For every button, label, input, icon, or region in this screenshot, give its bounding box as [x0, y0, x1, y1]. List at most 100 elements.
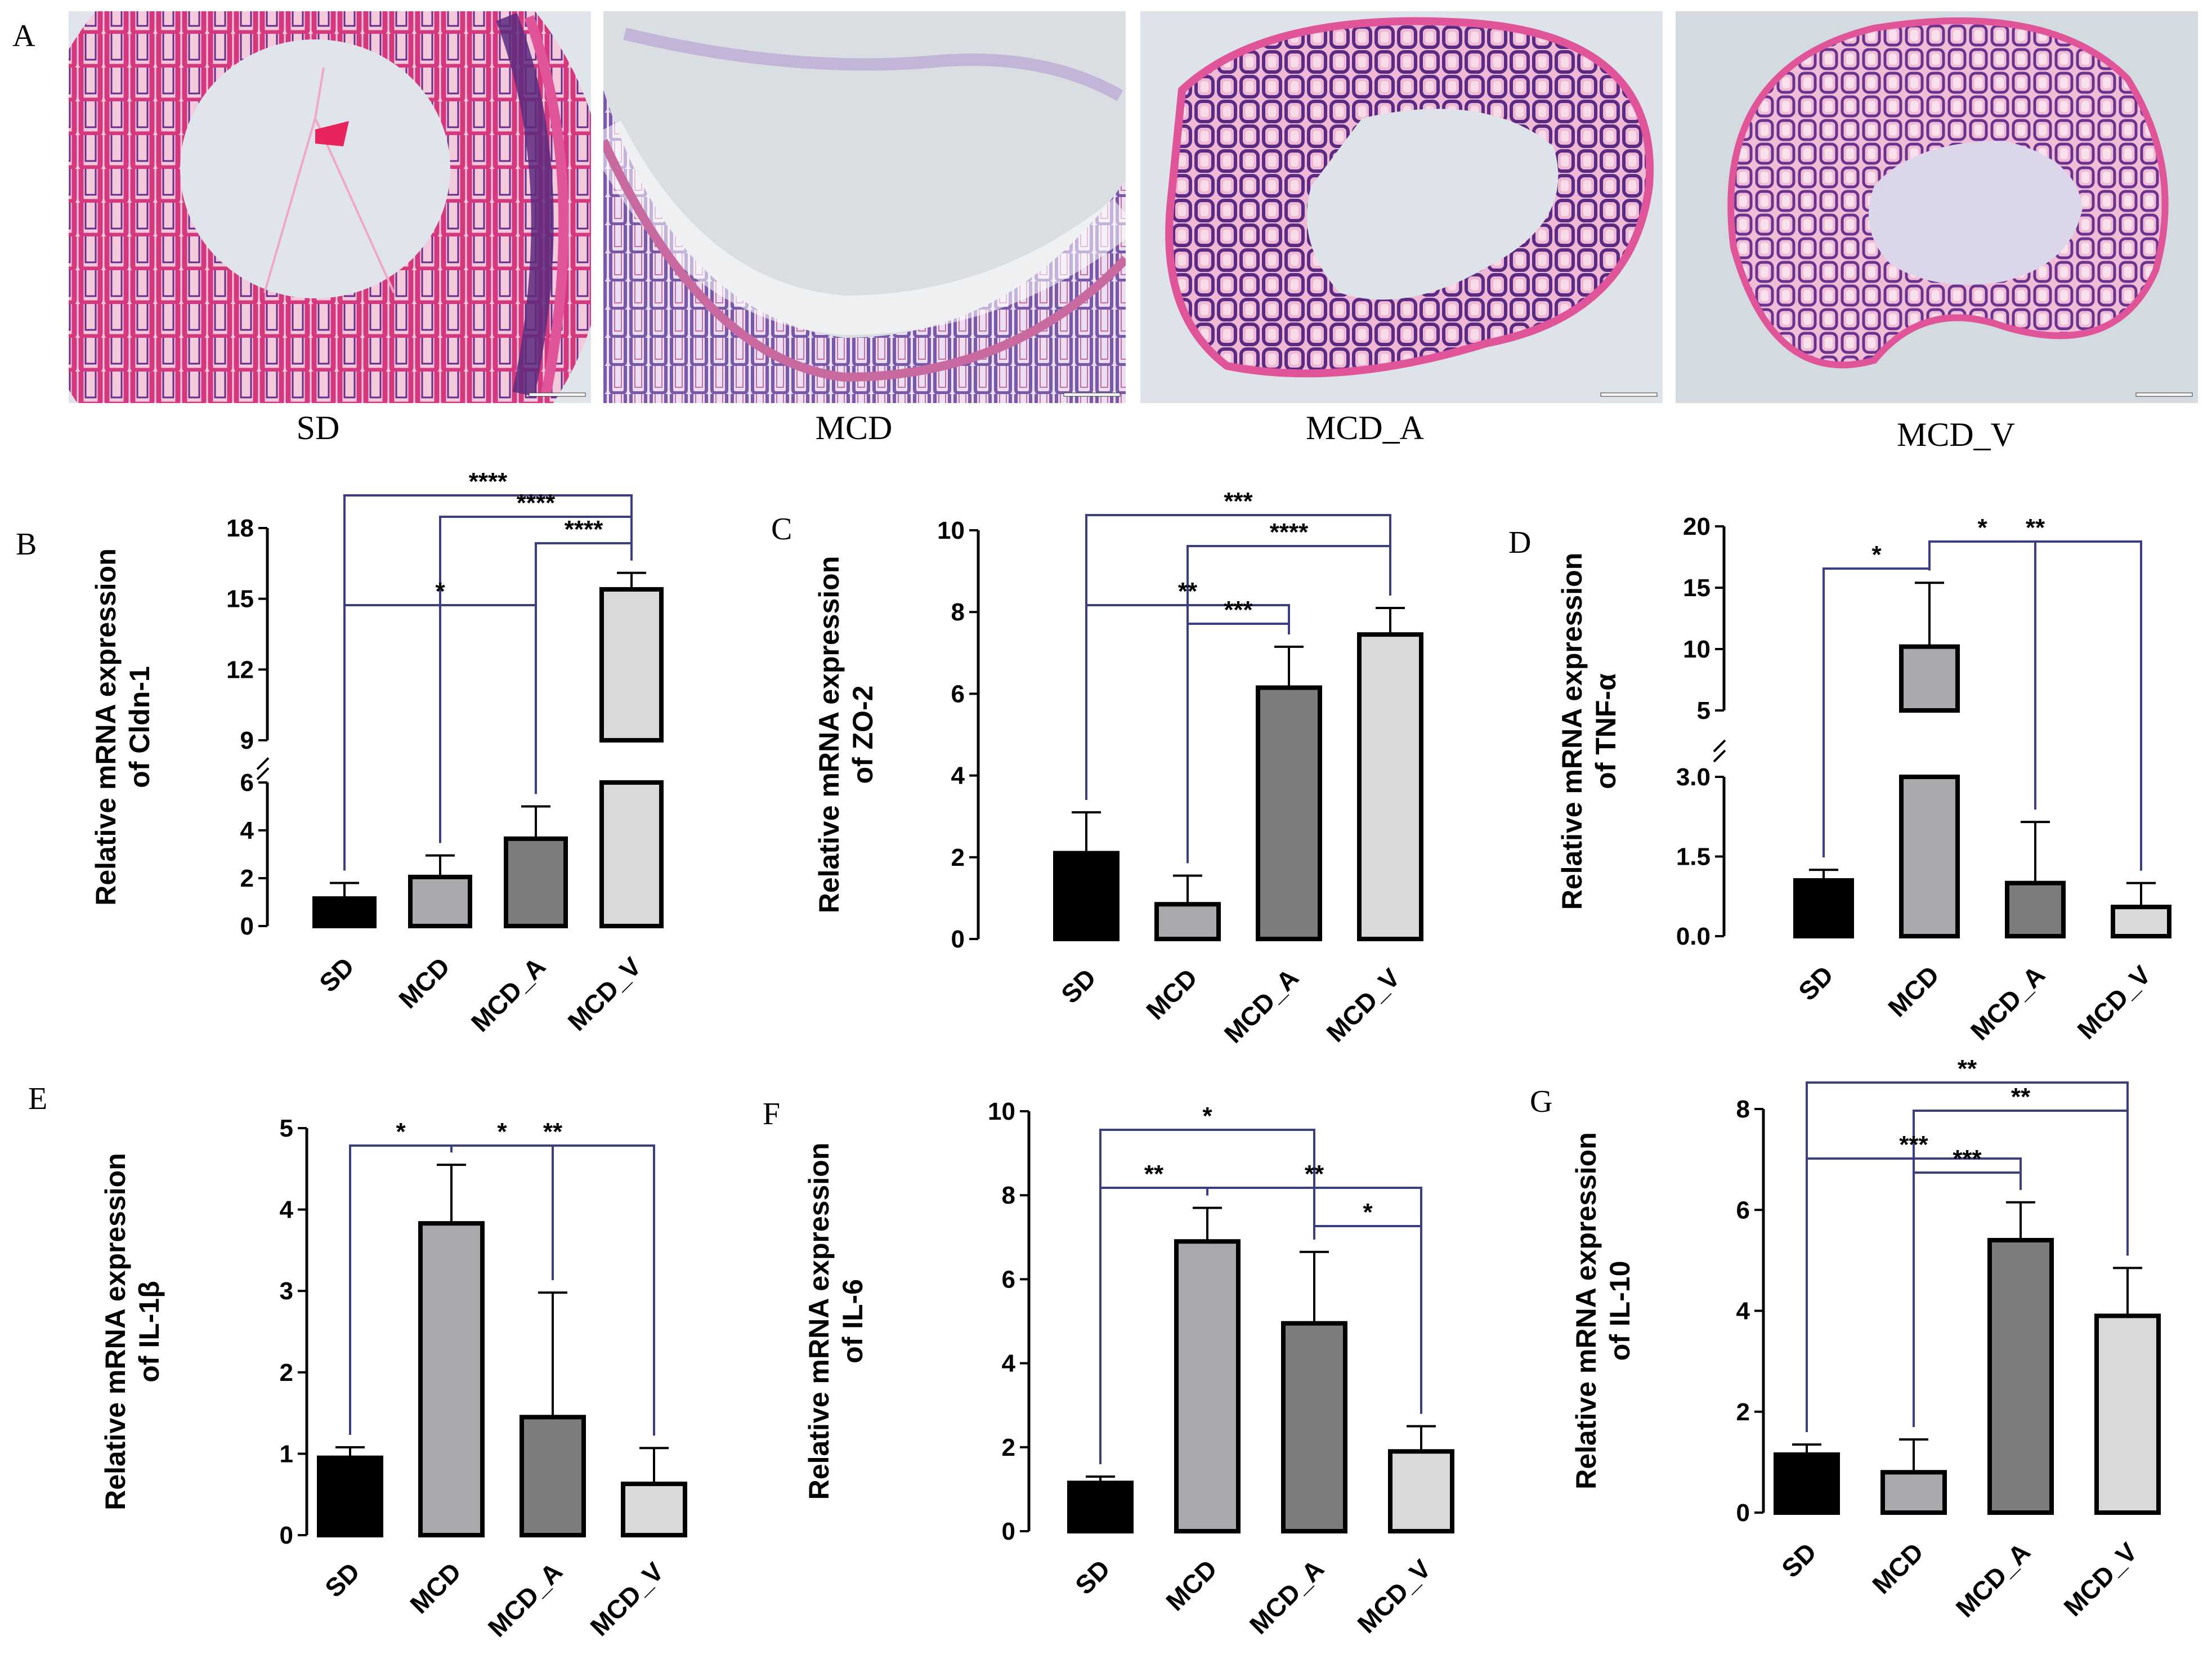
- significance-label: **: [1178, 578, 1198, 605]
- bar: [1880, 1470, 1947, 1515]
- panel-letter-f: F: [763, 1097, 780, 1132]
- y-tick-label: 4: [1002, 1350, 1016, 1378]
- y-tick-label: 4: [951, 762, 965, 790]
- y-tick-label: 5: [1697, 697, 1711, 725]
- x-category-label: SD: [1069, 1554, 1116, 1600]
- x-category-label: MCD: [1160, 1554, 1223, 1616]
- significance-label: ***: [1224, 488, 1253, 515]
- significance-label: ****: [469, 468, 508, 495]
- bar: [317, 1455, 383, 1537]
- image-label-mcd: MCD: [816, 409, 893, 446]
- y-tick-label: 0: [951, 925, 965, 953]
- significance-label: ****: [517, 489, 556, 517]
- bar: [1388, 1449, 1454, 1534]
- chart-il-1b: 0 1 2 3 4 5 Relative mRNA expression of IL-1β SD…: [100, 1115, 687, 1643]
- x-category-label: MCD_A: [1219, 963, 1304, 1048]
- bar: [312, 896, 377, 928]
- significance-label: ***: [1953, 1145, 1982, 1173]
- significance-label: **: [1958, 1055, 1977, 1083]
- axis-break-mark: [1713, 739, 1726, 753]
- bar-break-gap: [1897, 713, 1962, 775]
- y-tick-label: 5: [280, 1115, 293, 1142]
- y-tick-label: 6: [951, 680, 965, 708]
- y-tick-label: 8: [951, 598, 965, 626]
- y-axis-label: Relative mRNA expression: [100, 1153, 131, 1510]
- y-tick-label: 2: [1002, 1434, 1015, 1461]
- x-category-label: MCD_A: [1950, 1537, 2036, 1622]
- significance-label: *: [396, 1118, 406, 1146]
- y-tick-label: 2: [240, 865, 254, 892]
- bar: [504, 836, 568, 928]
- y-axis-label: of TNF-α: [1590, 673, 1622, 789]
- panel-letter-e: E: [28, 1081, 47, 1116]
- y-tick-label: 0: [280, 1522, 293, 1549]
- significance-bracket: [343, 494, 633, 871]
- y-tick-label: 0.0: [1676, 923, 1711, 950]
- chart-il-6: 0 2 4 6 8 10 Relative mRNA expression of IL-6 SD…: [803, 1098, 1454, 1640]
- y-axis-label: Relative mRNA expression: [1556, 553, 1588, 910]
- x-category-label: MCD: [393, 951, 455, 1014]
- bar: [621, 1481, 687, 1538]
- y-axis-label: of ZO-2: [847, 686, 879, 784]
- bar: [2094, 1313, 2161, 1515]
- significance-label: *: [1363, 1199, 1373, 1226]
- significance-bracket: [439, 516, 633, 843]
- significance-label: ****: [1270, 518, 1309, 546]
- y-axis-label: Relative mRNA expression: [813, 556, 845, 914]
- significance-label: ***: [1224, 596, 1253, 624]
- y-tick-label: 6: [1736, 1196, 1750, 1224]
- bar: [418, 1221, 485, 1537]
- x-category-label: MCD_A: [465, 951, 551, 1037]
- significance-bracket: [343, 604, 537, 871]
- histology-image-sd: [69, 11, 591, 403]
- axis-break-mark: [256, 767, 270, 780]
- x-category-label: MCD: [1140, 963, 1203, 1025]
- significance-label: *: [1977, 514, 1987, 542]
- bar: [1899, 644, 1960, 713]
- bar: [1174, 1239, 1241, 1533]
- y-tick-label: 8: [1736, 1095, 1750, 1123]
- y-tick-label: 2: [1736, 1398, 1750, 1426]
- x-category-label: MCD_A: [1965, 960, 2050, 1045]
- y-axis-label: Relative mRNA expression: [90, 548, 122, 906]
- y-tick-label: 1: [280, 1440, 293, 1468]
- histology-image-mcd: [603, 11, 1126, 403]
- histology-image-mcd-v: [1676, 11, 2198, 403]
- x-category-label: SD: [1793, 960, 1839, 1006]
- y-tick-label: 2: [951, 844, 965, 871]
- y-tick-label: 20: [1683, 513, 1711, 540]
- y-tick-label: 15: [1683, 574, 1711, 602]
- x-category-label: MCD_A: [482, 1557, 568, 1642]
- image-label-mcd-v: MCD_V: [1897, 416, 2015, 453]
- y-tick-label: 0: [240, 913, 254, 940]
- x-category-label: MCD_V: [2071, 960, 2156, 1045]
- bar: [1774, 1452, 1840, 1515]
- y-tick-label: 3.0: [1676, 763, 1711, 791]
- y-axis-label: of IL-6: [837, 1279, 868, 1363]
- significance-bracket: [1913, 1171, 2022, 1428]
- significance-bracket: [450, 1144, 655, 1436]
- y-axis-label: Relative mRNA expression: [803, 1143, 835, 1500]
- significance-label: **: [1305, 1160, 1324, 1188]
- chart-tnf-alpha: 0.0 1.5 3.0 5 10 15 20 Relative mRNA expression…: [1556, 513, 2171, 1046]
- bar: [1154, 902, 1221, 942]
- x-category-label: MCD_A: [1244, 1554, 1329, 1639]
- image-label-mcd-a: MCD_A: [1306, 409, 1424, 446]
- significance-bracket: [1928, 540, 2142, 871]
- x-category-label: MCD_V: [562, 951, 647, 1036]
- bar: [1256, 685, 1322, 941]
- y-axis-label: of IL-10: [1604, 1261, 1636, 1361]
- y-tick-label: 4: [1736, 1298, 1750, 1325]
- y-tick-label: 0: [1002, 1518, 1015, 1545]
- chart-il-10: 0 2 4 6 8 Relative mRNA expression of IL-10 SD M…: [1570, 1055, 2161, 1623]
- bar: [2005, 880, 2066, 938]
- y-tick-label: 0: [1736, 1499, 1750, 1527]
- bar: [1793, 878, 1854, 938]
- x-category-label: SD: [319, 1557, 365, 1603]
- x-category-label: MCD: [1866, 1537, 1929, 1599]
- bar: [1281, 1321, 1347, 1533]
- bar: [599, 587, 664, 743]
- bar: [1067, 1481, 1134, 1533]
- y-tick-label: 9: [240, 727, 254, 754]
